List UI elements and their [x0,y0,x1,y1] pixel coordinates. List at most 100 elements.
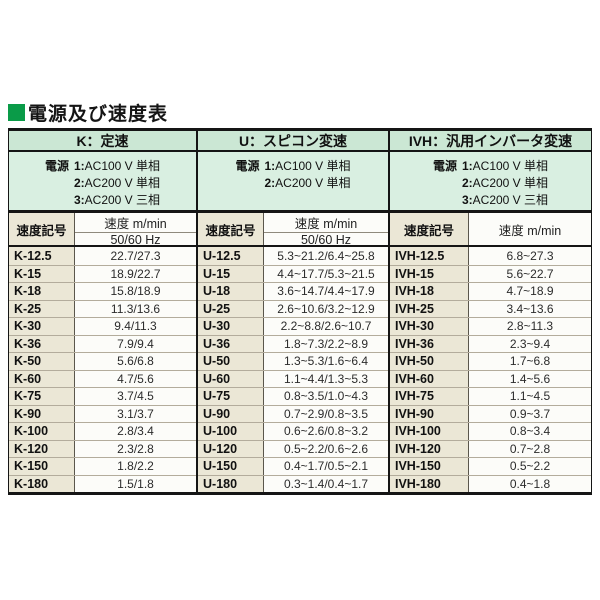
table-row: IVH-30 2.8~11.3 [390,317,591,335]
table-row: IVH-150 0.5~2.2 [390,457,591,475]
speed-value-cell: 2.3/2.8 [75,440,196,457]
section-ivh-power-row: 電源 1:AC100 V 単相 2:AC200 V 単相 3:AC200 V 三… [390,152,591,213]
speed-code-header: 速度記号 [9,213,75,245]
speed-value-cell: 1.3~5.3/1.6~6.4 [264,353,388,370]
speed-header-line: 50/60 Hz [264,232,388,247]
table-row: IVH-36 2.3~9.4 [390,334,591,352]
table-row: K-15 18.9/22.7 [9,264,196,282]
table-row: K-25 11.3/13.6 [9,299,196,317]
section-u: U：スピコン変速 電源 1:AC100 V 単相 2:AC200 V 単相 速度… [196,131,390,492]
speed-code-cell: IVH-25 [390,300,469,317]
power-option: 2:AC200 V 単相 [73,176,161,190]
power-option: 1:AC100 V 単相 [461,159,549,173]
section-k: K：定速 電源 1:AC100 V 単相 2:AC200 V 単相 3:AC20… [9,131,196,492]
table-row: K-100 2.8/3.4 [9,422,196,440]
power-speed-table: K：定速 電源 1:AC100 V 単相 2:AC200 V 単相 3:AC20… [8,128,592,495]
speed-code-cell: K-100 [9,423,75,440]
speed-value-cell: 1.4~5.6 [469,370,591,387]
speed-code-cell: IVH-12.5 [390,247,469,265]
table-row: U-150 0.4~1.7/0.5~2.1 [198,457,388,475]
speed-code-cell: U-12.5 [198,247,264,265]
speed-code-cell: K-12.5 [9,247,75,265]
speed-code-cell: U-75 [198,388,264,405]
power-block: 電源 1:AC100 V 単相 2:AC200 V 単相 3:AC200 V 三… [45,158,160,209]
speed-code-cell: U-150 [198,458,264,475]
speed-code-cell: IVH-180 [390,475,469,492]
speed-value-cell: 0.4~1.7/0.5~2.1 [264,458,388,475]
speed-code-cell: U-30 [198,318,264,335]
speed-value-header: 速度 m/min 50/60 Hz [264,213,388,247]
speed-value-cell: 11.3/13.6 [75,300,196,317]
section-u-power-row: 電源 1:AC100 V 単相 2:AC200 V 単相 [198,152,388,213]
table-row: IVH-18 4.7~18.9 [390,282,591,300]
power-block: 電源 1:AC100 V 単相 2:AC200 V 単相 3:AC200 V 三… [433,158,548,209]
speed-code-cell: K-18 [9,283,75,300]
table-row: K-50 5.6/6.8 [9,352,196,370]
table-row: IVH-25 3.4~13.6 [390,299,591,317]
speed-value-cell: 0.8~3.4 [469,423,591,440]
table-row: U-12.5 5.3~21.2/6.4~25.8 [198,247,388,265]
speed-code-cell: IVH-15 [390,265,469,282]
power-option: 2:AC200 V 単相 [461,176,549,190]
speed-header-line: 速度 m/min [104,217,167,231]
speed-code-cell: U-60 [198,370,264,387]
speed-value-cell: 0.5~2.2 [469,458,591,475]
speed-code-cell: K-90 [9,405,75,422]
speed-value-cell: 1.1~4.5 [469,388,591,405]
speed-code-cell: U-18 [198,283,264,300]
speed-code-cell: K-36 [9,335,75,352]
speed-value-cell: 0.7~2.9/0.8~3.5 [264,405,388,422]
speed-code-cell: U-120 [198,440,264,457]
power-option: 1:AC100 V 単相 [264,159,351,173]
speed-code-cell: K-120 [9,440,75,457]
power-option: 3:AC200 V 三相 [73,193,161,207]
speed-value-cell: 7.9/9.4 [75,335,196,352]
speed-value-cell: 5.3~21.2/6.4~25.8 [264,247,388,265]
speed-value-cell: 1.5/1.8 [75,475,196,492]
section-u-column-headers: 速度記号 速度 m/min 50/60 Hz [198,213,388,247]
speed-code-cell: U-25 [198,300,264,317]
table-row: K-12.5 22.7/27.3 [9,247,196,265]
speed-value-header: 速度 m/min 50/60 Hz [75,213,196,247]
power-label: 電源 [44,159,69,173]
power-label: 電源 [432,159,457,173]
section-k-power-row: 電源 1:AC100 V 単相 2:AC200 V 単相 3:AC200 V 三… [9,152,196,213]
speed-value-cell: 15.8/18.9 [75,283,196,300]
section-k-column-headers: 速度記号 速度 m/min 50/60 Hz [9,213,196,247]
table-row: IVH-50 1.7~6.8 [390,352,591,370]
table-row: IVH-90 0.9~3.7 [390,404,591,422]
table-row: U-15 4.4~17.7/5.3~21.5 [198,264,388,282]
speed-value-cell: 3.4~13.6 [469,300,591,317]
power-option: 1:AC100 V 単相 [73,159,161,173]
speed-code-cell: IVH-30 [390,318,469,335]
section-ivh-rows: IVH-12.5 6.8~27.3 IVH-15 5.6~22.7 IVH-18… [390,247,591,492]
table-row: U-180 0.3~1.4/0.4~1.7 [198,474,388,492]
table-row: U-50 1.3~5.3/1.6~6.4 [198,352,388,370]
page-title: 電源及び速度表 [8,99,168,126]
power-options: 1:AC100 V 単相 2:AC200 V 単相 3:AC200 V 三相 [462,158,548,209]
speed-code-cell: K-15 [9,265,75,282]
speed-code-cell: U-50 [198,353,264,370]
table-row: IVH-75 1.1~4.5 [390,387,591,405]
table-row: K-36 7.9/9.4 [9,334,196,352]
speed-code-cell: IVH-90 [390,405,469,422]
speed-value-cell: 2.6~10.6/3.2~12.9 [264,300,388,317]
speed-code-cell: K-150 [9,458,75,475]
speed-value-cell: 3.6~14.7/4.4~17.9 [264,283,388,300]
speed-value-cell: 3.1/3.7 [75,405,196,422]
table-row: K-30 9.4/11.3 [9,317,196,335]
speed-value-cell: 5.6/6.8 [75,353,196,370]
speed-value-header: 速度 m/min [469,213,591,245]
table-row: K-18 15.8/18.9 [9,282,196,300]
speed-code-cell: K-25 [9,300,75,317]
speed-value-cell: 0.4~1.8 [469,475,591,492]
speed-code-cell: IVH-100 [390,423,469,440]
speed-value-cell: 0.3~1.4/0.4~1.7 [264,475,388,492]
speed-code-cell: IVH-36 [390,335,469,352]
section-u-rows: U-12.5 5.3~21.2/6.4~25.8 U-15 4.4~17.7/5… [198,247,388,492]
speed-code-header: 速度記号 [198,213,264,245]
speed-value-cell: 4.4~17.7/5.3~21.5 [264,265,388,282]
power-block: 電源 1:AC100 V 単相 2:AC200 V 単相 [235,158,350,192]
speed-code-header: 速度記号 [390,213,469,245]
